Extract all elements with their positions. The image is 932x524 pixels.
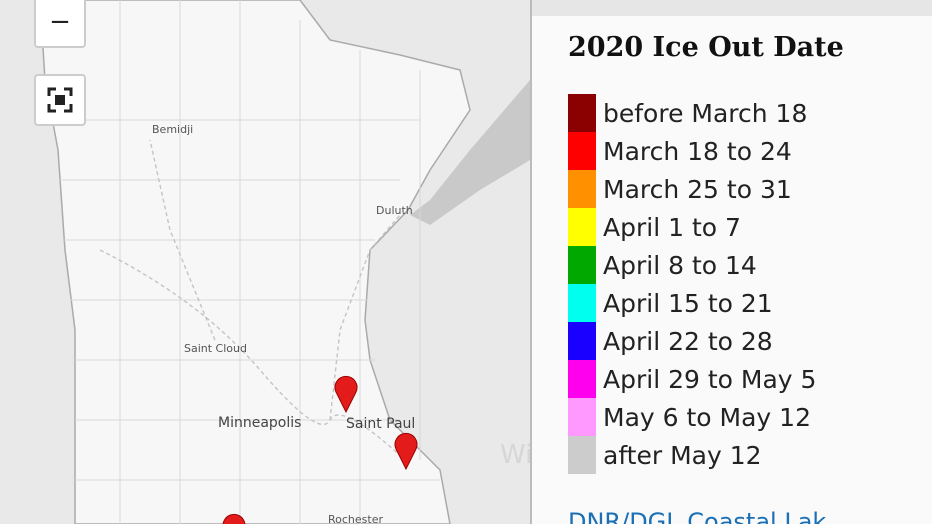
state-label: Wis [500, 440, 530, 470]
minnesota [39, 0, 471, 524]
city-label: Bemidji [152, 123, 193, 136]
legend-item: April 22 to 28 [568, 322, 816, 360]
zoom-out-button[interactable]: − [34, 0, 86, 48]
lake-superior [410, 80, 530, 225]
legend-panel: 2020 Ice Out Date before March 18 March 1… [530, 0, 932, 524]
legend-item: March 25 to 31 [568, 170, 816, 208]
fullscreen-button[interactable] [34, 74, 86, 126]
city-label: Minneapolis [218, 415, 301, 431]
source-link[interactable]: DNR/DGL Coastal Lak [568, 508, 827, 524]
legend-swatch [568, 360, 596, 398]
legend: before March 18 March 18 to 24 March 25 to… [568, 94, 816, 474]
legend-item: April 29 to May 5 [568, 360, 816, 398]
city-label: Rochester [328, 513, 383, 524]
city-label: Saint Cloud [184, 342, 247, 355]
lake-marker[interactable] [222, 513, 246, 524]
legend-swatch [568, 398, 596, 436]
legend-label: May 6 to May 12 [603, 402, 811, 432]
county-lines [58, 0, 440, 524]
legend-swatch [568, 436, 596, 474]
legend-swatch [568, 284, 596, 322]
legend-item: May 6 to May 12 [568, 398, 816, 436]
map[interactable]: Bemidji Duluth Saint Cloud Minneapolis S… [0, 0, 530, 524]
legend-label: April 29 to May 5 [603, 364, 817, 394]
routes [99, 139, 406, 461]
legend-label: before March 18 [603, 98, 808, 128]
marker-pin[interactable] [334, 375, 358, 414]
city-label: Duluth [376, 204, 413, 217]
legend-item: after May 12 [568, 436, 816, 474]
legend-item: March 18 to 24 [568, 132, 816, 170]
legend-label: April 15 to 21 [603, 288, 773, 318]
legend-label: March 25 to 31 [603, 174, 792, 204]
marker-pin[interactable] [222, 513, 246, 524]
legend-item: April 1 to 7 [568, 208, 816, 246]
lake-marker[interactable] [394, 432, 418, 471]
legend-swatch [568, 94, 596, 132]
legend-label: March 18 to 24 [603, 136, 792, 166]
fullscreen-icon [47, 87, 73, 113]
panel-header-strip [532, 0, 932, 16]
legend-label: April 1 to 7 [603, 212, 741, 242]
lake-marker[interactable] [334, 375, 358, 414]
legend-item: before March 18 [568, 94, 816, 132]
legend-swatch [568, 208, 596, 246]
legend-item: April 15 to 21 [568, 284, 816, 322]
legend-swatch [568, 132, 596, 170]
map-canvas: Bemidji Duluth Saint Cloud Minneapolis S… [0, 0, 530, 524]
legend-swatch [568, 170, 596, 208]
city-label: Saint Paul [346, 416, 415, 432]
legend-label: April 8 to 14 [603, 250, 757, 280]
legend-label: after May 12 [603, 440, 762, 470]
legend-label: April 22 to 28 [603, 326, 773, 356]
legend-swatch [568, 322, 596, 360]
legend-item: April 8 to 14 [568, 246, 816, 284]
legend-swatch [568, 246, 596, 284]
marker-pin[interactable] [394, 432, 418, 471]
legend-title: 2020 Ice Out Date [568, 32, 844, 63]
